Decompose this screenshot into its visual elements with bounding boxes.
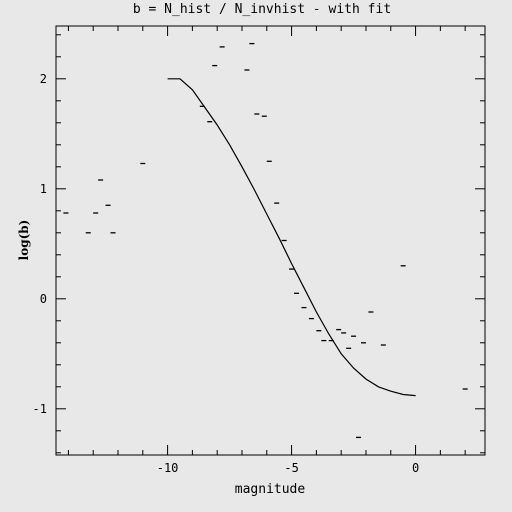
plot-frame: [55, 25, 486, 456]
axis-ticks: [56, 26, 485, 455]
x-axis-label: magnitude: [235, 482, 306, 497]
y-tick-label: 1: [40, 182, 47, 196]
fit-line: [167, 78, 416, 397]
fit-line-layer: [167, 78, 416, 397]
x-tick-label: -5: [284, 461, 298, 475]
x-tick-label: 0: [412, 461, 419, 475]
y-tick-label: 2: [40, 72, 47, 86]
chart-title: b = N_hist / N_invhist - with fit: [133, 2, 391, 17]
data-points-layer: [63, 42, 468, 439]
y-tick-label: 0: [40, 292, 47, 306]
y-tick-label: -1: [33, 402, 47, 416]
y-axis-label: log(b): [17, 220, 31, 261]
x-tick-label: -10: [157, 461, 179, 475]
